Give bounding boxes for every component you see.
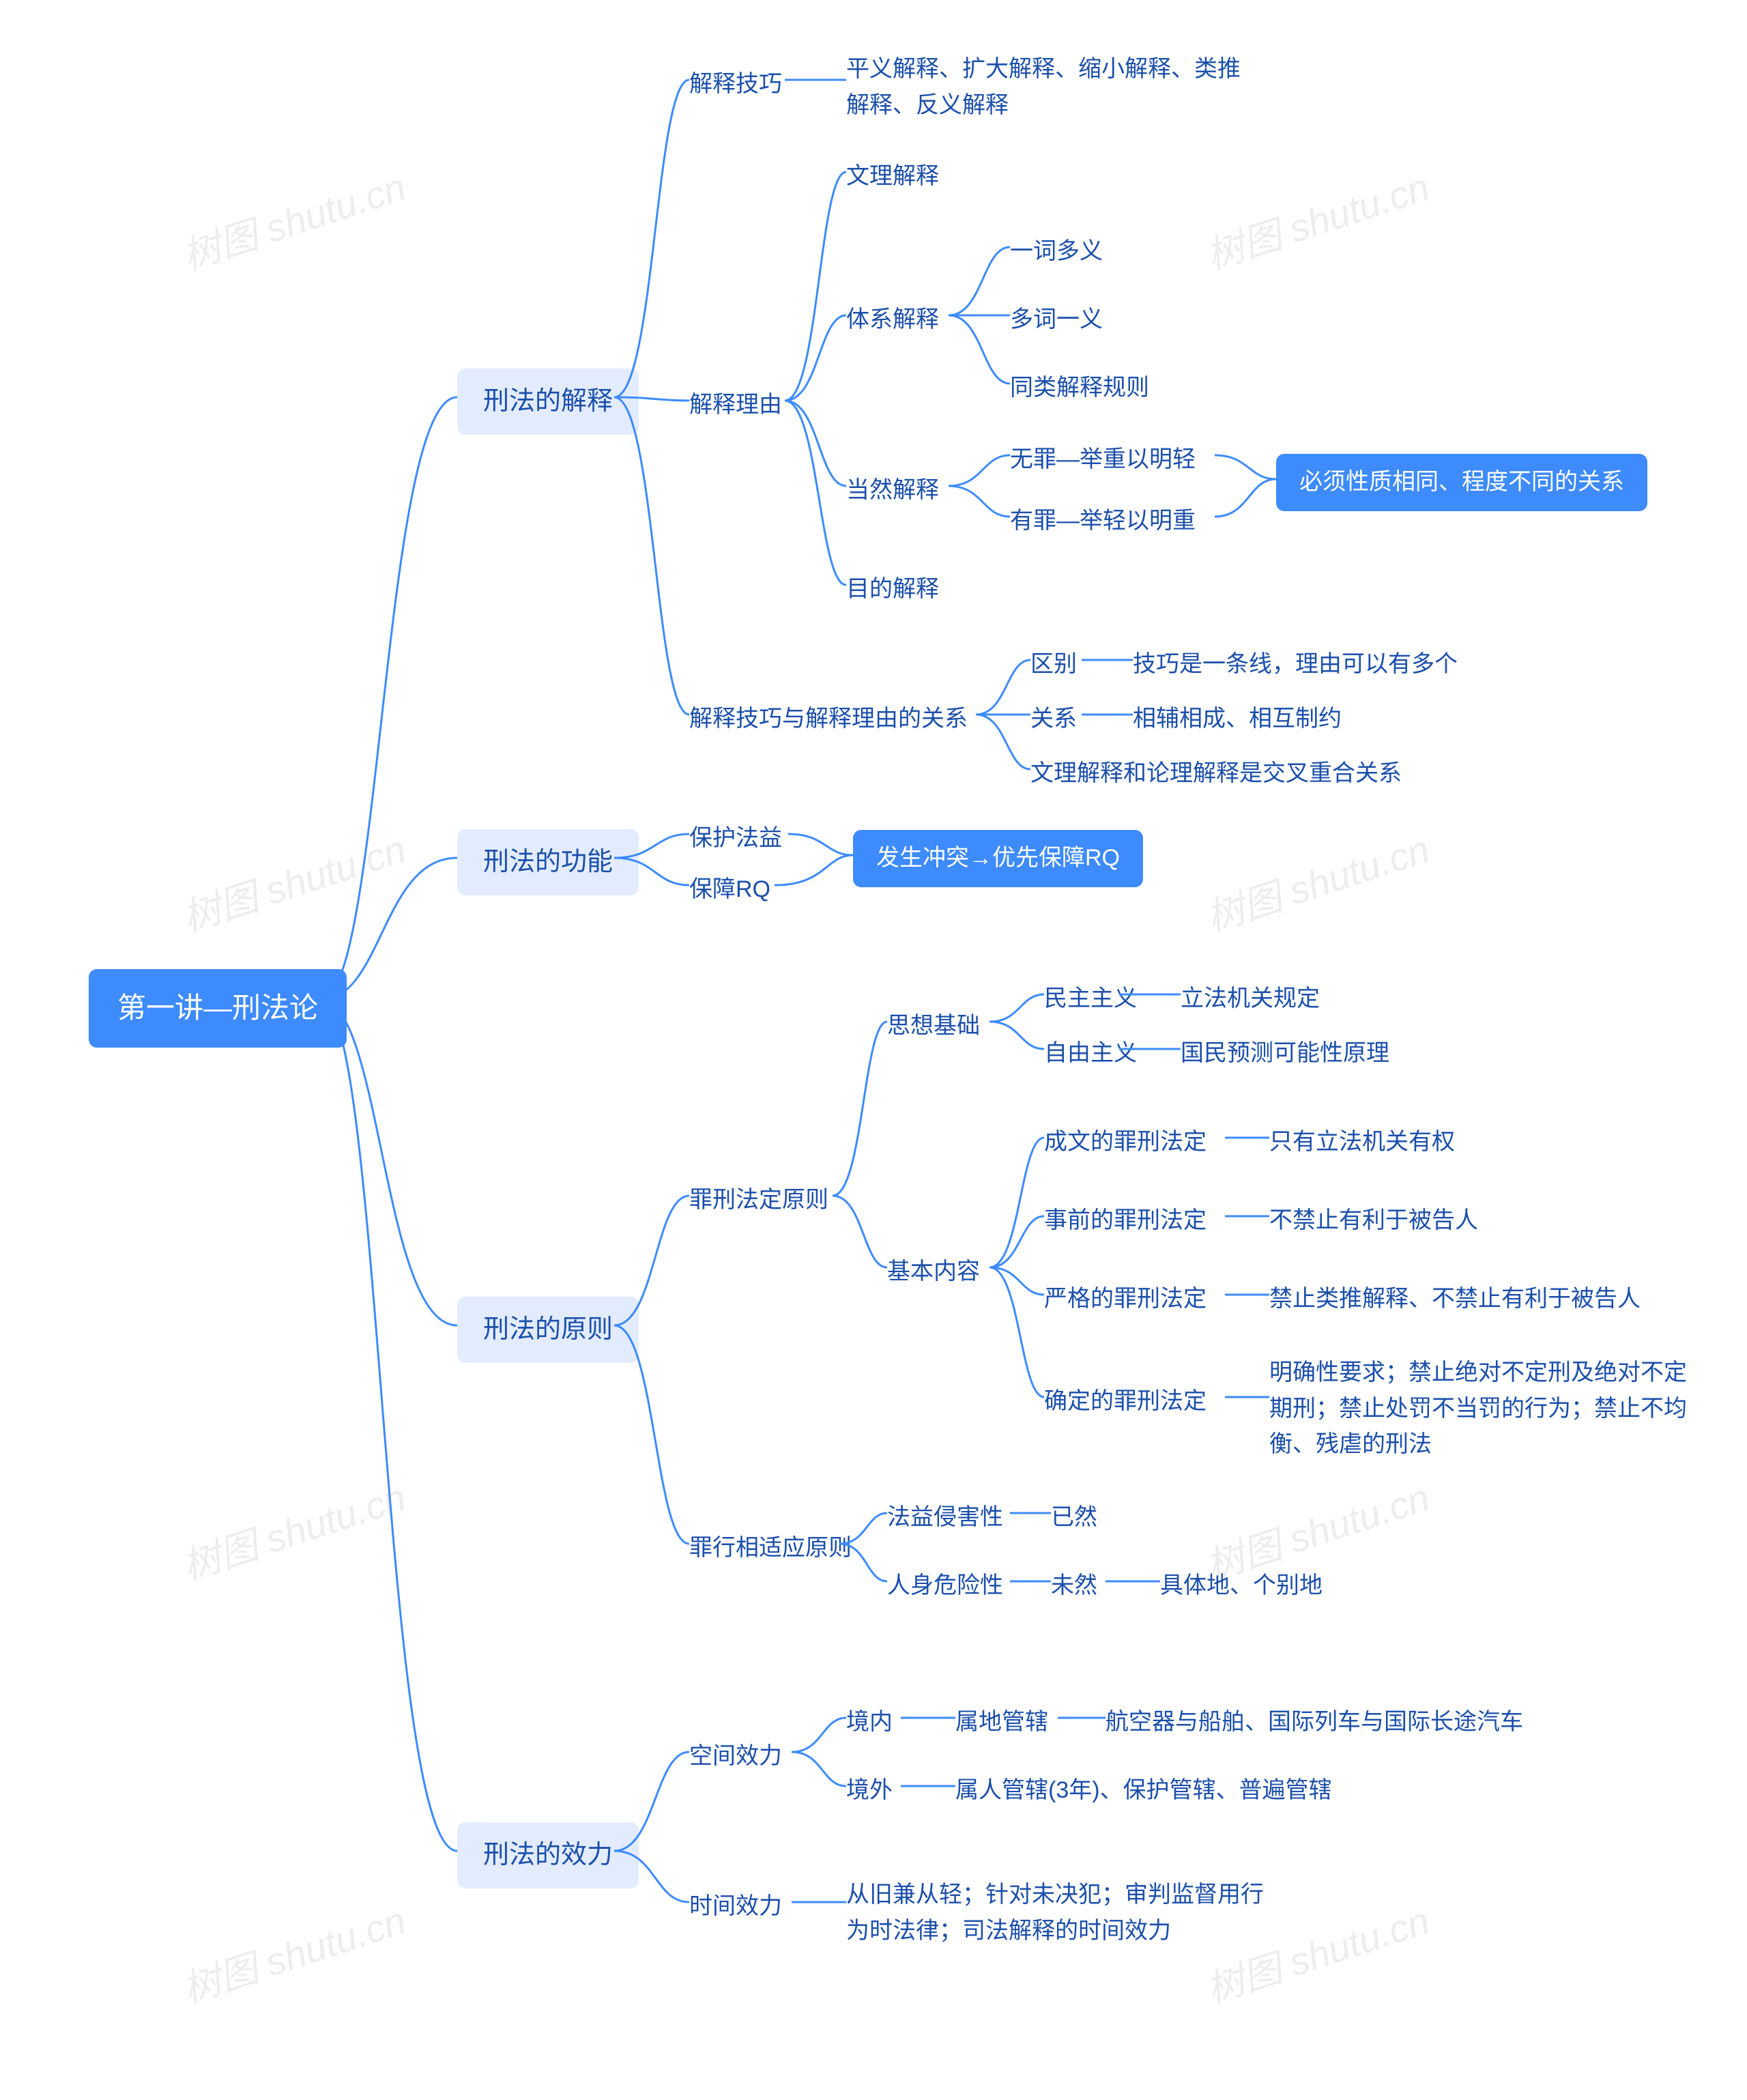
interpretation-reasons: 解释理由 — [689, 382, 782, 429]
basis-b-val: 国民预测可能性原理 — [1181, 1031, 1389, 1077]
watermark: 树图 shutu.cn — [175, 157, 412, 281]
content-c-val: 禁止类推解释、不禁止有利于被告人 — [1269, 1276, 1641, 1323]
reasons-dangran: 当然解释 — [846, 468, 939, 514]
tixi-a: 一词多义 — [1010, 229, 1103, 275]
content-c-label: 严格的罪刑法定 — [1044, 1276, 1207, 1323]
space-a-mid: 属地管辖 — [955, 1699, 1048, 1746]
content-b-val: 不禁止有利于被告人 — [1269, 1198, 1478, 1244]
content-a-val: 只有立法机关有权 — [1269, 1119, 1455, 1166]
relation-b-label: 关系 — [1030, 696, 1077, 743]
interpretation-relation: 解释技巧与解释理由的关系 — [689, 696, 968, 743]
principles-proportionality: 罪行相适应原则 — [689, 1525, 852, 1572]
content-a-label: 成文的罪刑法定 — [1044, 1119, 1207, 1166]
basis-a-label: 民主主义 — [1044, 976, 1137, 1022]
space-b-label: 境外 — [846, 1768, 893, 1814]
content-b-label: 事前的罪刑法定 — [1044, 1198, 1207, 1244]
prop-a-val: 已然 — [1051, 1495, 1097, 1541]
effect-space: 空间效力 — [689, 1734, 782, 1780]
watermark: 树图 shutu.cn — [175, 1890, 412, 2015]
tixi-b: 多词一义 — [1010, 297, 1103, 343]
watermark: 树图 shutu.cn — [175, 819, 412, 943]
space-a-val: 航空器与船舶、国际列车与国际长途汽车 — [1106, 1699, 1523, 1746]
function-note: 发生冲突→优先保障RQ — [853, 830, 1143, 887]
interpretation-techniques: 解释技巧 — [689, 61, 782, 108]
tixi-c: 同类解释规则 — [1010, 365, 1149, 412]
reasons-wenli: 文理解释 — [846, 154, 939, 200]
watermark: 树图 shutu.cn — [1198, 157, 1436, 281]
relation-a-val: 技巧是一条线，理由可以有多个 — [1133, 642, 1458, 688]
dangran-a: 无罪—举重以明轻 — [1010, 437, 1196, 483]
l1-interpretation: 刑法的解释 — [457, 369, 639, 435]
space-a-label: 境内 — [846, 1699, 893, 1746]
l1-effect: 刑法的效力 — [457, 1822, 639, 1888]
watermark: 树图 shutu.cn — [1198, 819, 1436, 943]
legality-basis: 思想基础 — [887, 1003, 980, 1050]
interpretation-techniques-desc: 平义解释、扩大解释、缩小解释、类推解释、反义解释 — [846, 44, 1256, 130]
content-d-label: 确定的罪刑法定 — [1044, 1379, 1207, 1425]
dangran-note: 必须性质相同、程度不同的关系 — [1276, 454, 1647, 511]
root-node: 第一讲—刑法论 — [89, 969, 347, 1048]
prop-b-label: 人身危险性 — [887, 1563, 1003, 1609]
prop-a-label: 法益侵害性 — [887, 1495, 1003, 1541]
reasons-mudi: 目的解释 — [846, 566, 939, 613]
relation-c: 文理解释和论理解释是交叉重合关系 — [1030, 751, 1402, 797]
relation-b-val: 相辅相成、相互制约 — [1133, 696, 1342, 743]
basis-a-val: 立法机关规定 — [1181, 976, 1320, 1022]
legality-content: 基本内容 — [887, 1249, 980, 1295]
content-d-val: 明确性要求；禁止绝对不定刑及绝对不定期刑；禁止处罚不当罚的行为；禁止不均衡、残虐… — [1269, 1348, 1699, 1469]
relation-a-label: 区别 — [1030, 642, 1077, 688]
basis-b-label: 自由主义 — [1044, 1031, 1137, 1077]
prop-b-val: 未然 — [1051, 1563, 1097, 1609]
watermark: 树图 shutu.cn — [175, 1467, 412, 1592]
reasons-tixi: 体系解释 — [846, 297, 939, 343]
principles-legality: 罪刑法定原则 — [689, 1177, 828, 1224]
effect-time-val: 从旧兼从轻；针对未决犯；审判监督用行为时法律；司法解释的时间效力 — [846, 1870, 1283, 1955]
l1-function: 刑法的功能 — [457, 829, 639, 895]
space-b-val: 属人管辖(3年)、保护管辖、普遍管辖 — [955, 1768, 1332, 1814]
function-a: 保护法益 — [689, 816, 782, 862]
function-b: 保障RQ — [689, 867, 770, 913]
prop-b-ext: 具体地、个别地 — [1160, 1563, 1323, 1609]
dangran-b: 有罪—举轻以明重 — [1010, 498, 1196, 545]
effect-time: 时间效力 — [689, 1884, 782, 1930]
l1-principles: 刑法的原则 — [457, 1297, 639, 1363]
